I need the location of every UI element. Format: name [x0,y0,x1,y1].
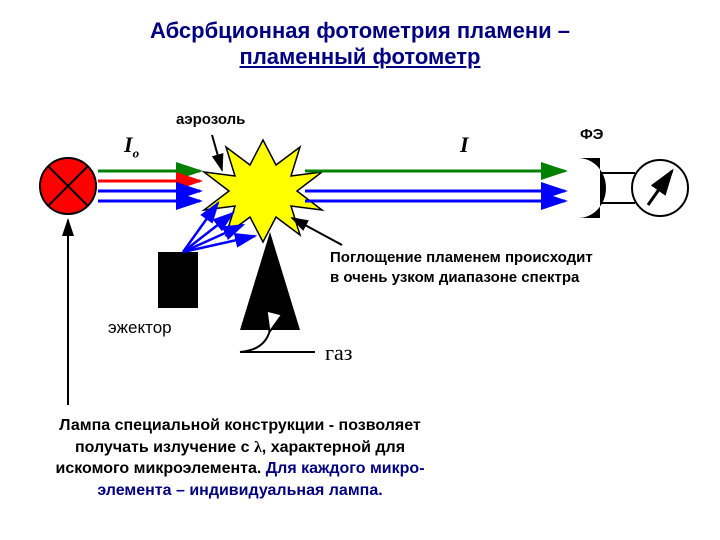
bottom-l1: Лампа специальной конструкции - позволяе… [20,415,460,437]
rays-left [98,171,200,201]
bottom-text: Лампа специальной конструкции - позволяе… [20,415,460,501]
bottom-l2a: получать излучение с [75,439,254,456]
absorption-line-2: в очень узком диапазоне спектра [330,268,593,288]
photodetector-icon [578,158,688,218]
bottom-l3b: Для каждого микро- [266,460,425,477]
ejector-label: эжектор [108,318,172,338]
i0-main: I [124,132,133,157]
bottom-l4: элемента – индивидуальная лампа. [20,480,460,502]
absorption-line-1: Поглощение пламенем происходит [330,248,593,268]
bottom-l3a: искомого микроэлемента. [55,460,265,477]
absorption-text: Поглощение пламенем происходит в очень у… [330,248,593,287]
aerosol-label: аэрозоль [176,111,245,128]
i0-label: Io [124,132,139,161]
bottom-l3: искомого микроэлемента. Для каждого микр… [20,458,460,480]
lambda-symbol: λ [254,439,262,456]
i-label: I [460,132,469,158]
bottom-l2c: , характерной для [262,439,405,456]
aerosol-pointer [212,135,222,170]
flame-icon [204,140,322,242]
gas-label: газ [325,340,352,366]
rays-right [305,171,565,201]
burner-icon [240,232,315,352]
i0-sub: o [133,145,140,160]
fe-label: ФЭ [580,126,603,143]
lamp-icon [40,158,96,214]
bottom-l2: получать излучение с λ, характерной для [20,437,460,459]
